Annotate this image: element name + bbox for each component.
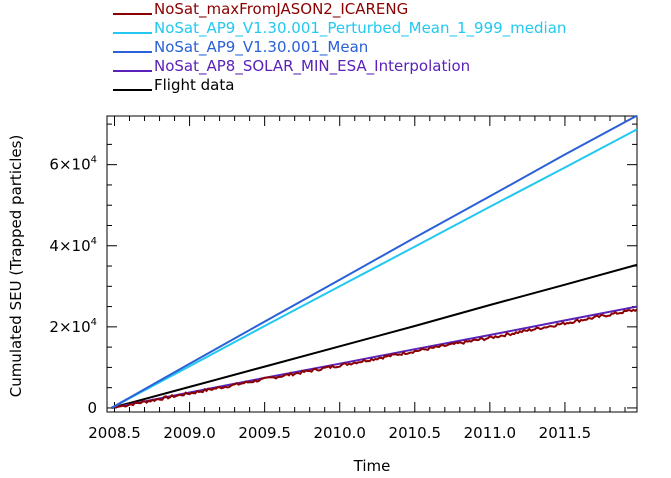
x-axis: 2008.5 2009.0 2009.5 2010.0 2010.5 2011.0 2011…	[88, 116, 626, 442]
x-tick-label: 2009.5	[238, 424, 291, 442]
y-tick-label: 2×104	[49, 317, 97, 336]
y-axis-label: Cumulated SEU (Trapped particles)	[7, 135, 25, 398]
legend-label: NoSat_AP9_V1.30.001_Mean	[154, 38, 368, 57]
legend-label: NoSat_AP8_SOLAR_MIN_ESA_Interpolation	[154, 57, 470, 76]
legend-label: NoSat_maxFromJASON2_ICARENG	[154, 0, 408, 19]
x-tick-label: 2011.5	[539, 424, 592, 442]
y-axis: 0 2×104 4×104 6×104	[49, 123, 637, 417]
x-tick-label: 2011.0	[464, 424, 517, 442]
series-line-nosat-maxfromjason2-icareng	[111, 308, 638, 409]
legend: NoSat_maxFromJASON2_ICARENGNoSat_AP9_V1.…	[113, 0, 566, 94]
x-tick-label: 2009.0	[163, 424, 216, 442]
legend-label: Flight data	[154, 76, 234, 94]
y-tick-label: 4×104	[49, 236, 97, 255]
x-axis-label: Time	[353, 457, 391, 475]
plot-area: 2008.5 2009.0 2009.5 2010.0 2010.5 2011.0 2011…	[49, 114, 638, 442]
y-tick-label: 6×104	[49, 155, 97, 174]
legend-label: NoSat_AP9_V1.30.001_Perturbed_Mean_1_999…	[154, 19, 566, 38]
series-line-nosat-ap8-solar-min-esa-interpolation	[111, 305, 638, 409]
x-tick-label: 2010.5	[389, 424, 442, 442]
series-lines	[111, 114, 638, 409]
x-tick-label: 2010.0	[313, 424, 366, 442]
series-line-nosat-ap9-v1-30-001-perturbed-mean-1-999-median	[111, 128, 638, 409]
x-tick-label: 2008.5	[88, 424, 141, 442]
series-line-nosat-ap9-v1-30-001-mean	[111, 114, 638, 409]
y-tick-label: 0	[87, 399, 97, 417]
series-line-flight-data	[111, 263, 638, 409]
plot-frame	[106, 115, 638, 413]
